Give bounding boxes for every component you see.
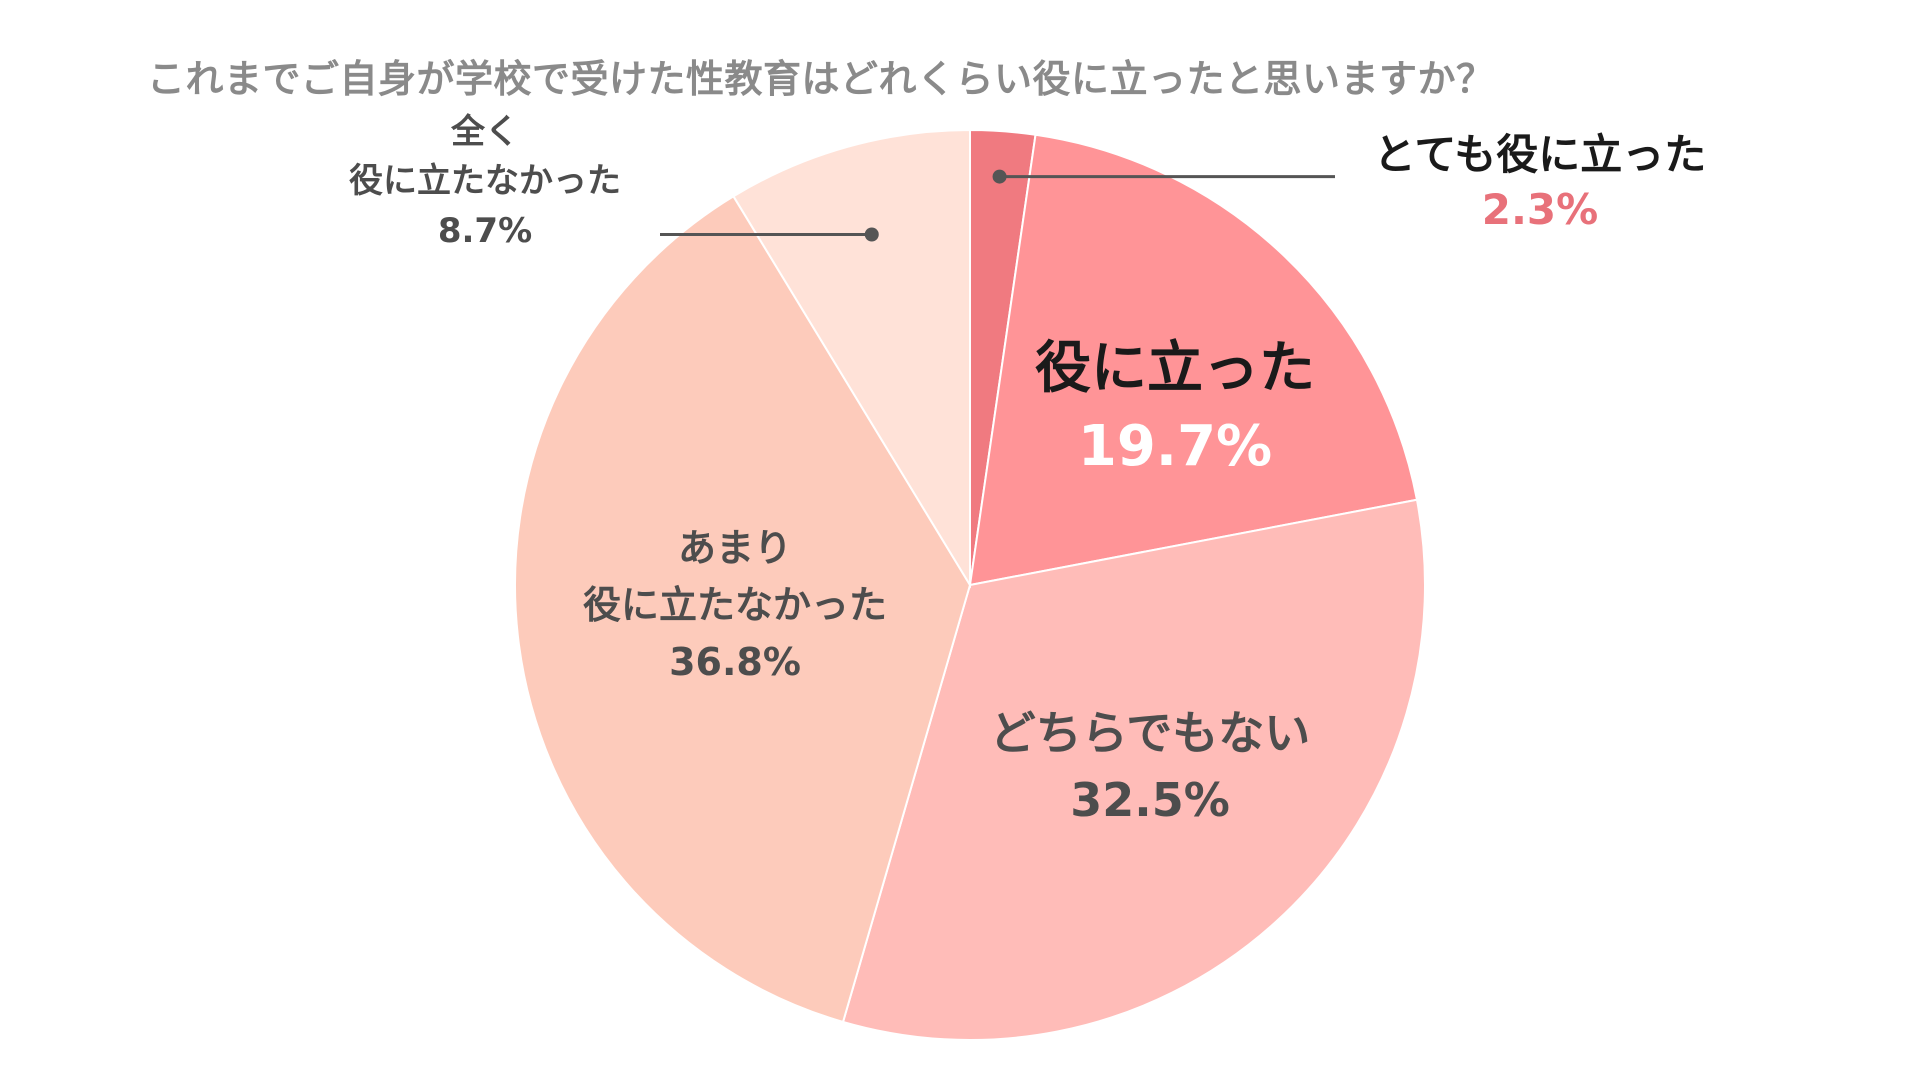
chart-title: これまでご自身が学校で受けた性教育はどれくらい役に立ったと思いますか？ [147,57,1495,101]
pie-slice-not-helpful-at-all[interactable] [732,128,971,589]
slice-label-very-helpful: とても役に立った 2.3% [1360,128,1720,237]
slice-value-text: 2.3% [1481,184,1599,234]
leader-dot-very-helpful [992,169,1007,184]
slice-label-text: どちらでもない [989,706,1311,760]
slice-value-text: 19.7% [1077,414,1273,480]
pie-slice-helpful[interactable] [968,133,1419,587]
slice-label-line-1: 全く [451,112,519,152]
slice-value-text: 8.7% [437,210,533,251]
pie-slice-not-very-helpful[interactable] [514,194,972,1024]
slice-label-not-very-helpful: あまり 役に立たなかった 36.8% [555,520,915,691]
slice-label-line-1: あまり [677,526,792,570]
slice-label-helpful: 役に立った 19.7% [1010,330,1340,487]
slice-label-not-helpful-at-all: 全く 役に立たなかった 8.7% [325,108,645,256]
leader-dot-not-helpful-at-all [864,227,879,242]
pie-slice-neutral[interactable] [841,498,1426,1041]
slice-value-text: 32.5% [1070,772,1230,827]
slice-label-text: とても役に立った [1373,130,1707,179]
slice-label-line-2: 役に立たなかった [349,161,621,202]
slice-value-text: 36.8% [669,640,801,684]
slice-label-text: 役に立った [1035,336,1315,401]
slice-label-line-2: 役に立たなかった [582,583,887,627]
slice-label-neutral: どちらでもない 32.5% [960,700,1340,833]
